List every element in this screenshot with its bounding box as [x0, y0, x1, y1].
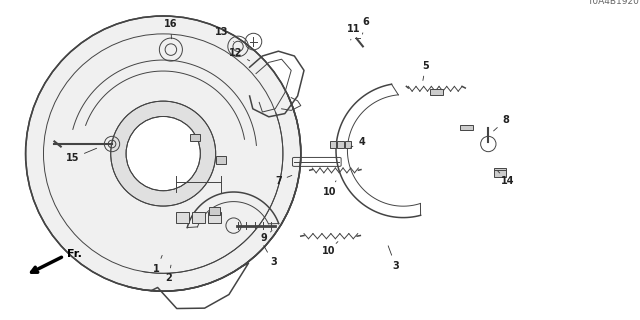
- Text: 10: 10: [323, 181, 337, 197]
- Text: 4: 4: [351, 137, 365, 148]
- Text: 16: 16: [164, 19, 178, 39]
- Ellipse shape: [111, 101, 216, 206]
- Bar: [192, 212, 205, 223]
- Bar: [494, 168, 506, 177]
- Bar: [430, 89, 443, 95]
- Bar: [330, 141, 336, 148]
- Text: 3: 3: [264, 246, 276, 268]
- Text: 6: 6: [362, 17, 369, 34]
- Bar: [345, 141, 351, 148]
- Text: 3: 3: [388, 246, 399, 271]
- Text: 13: 13: [215, 27, 234, 42]
- Text: 1: 1: [154, 255, 162, 274]
- Text: 15: 15: [65, 148, 97, 164]
- Text: 11: 11: [346, 24, 360, 40]
- Text: 12: 12: [228, 48, 250, 61]
- Ellipse shape: [26, 16, 301, 291]
- Bar: [176, 212, 189, 223]
- Text: 9: 9: [261, 230, 272, 244]
- Text: Fr.: Fr.: [67, 249, 82, 260]
- Text: 14: 14: [498, 171, 515, 186]
- Bar: [460, 124, 473, 130]
- Bar: [337, 141, 344, 148]
- Text: 8: 8: [493, 115, 509, 131]
- Bar: [216, 156, 226, 164]
- Ellipse shape: [126, 116, 200, 191]
- Bar: [209, 207, 220, 215]
- Text: 2: 2: [165, 265, 172, 284]
- Text: 5: 5: [422, 60, 429, 80]
- Text: 7: 7: [275, 175, 292, 186]
- Bar: [208, 212, 221, 223]
- Bar: [190, 134, 200, 141]
- Text: 10: 10: [321, 242, 338, 256]
- Text: T0A4B1920: T0A4B1920: [587, 0, 639, 6]
